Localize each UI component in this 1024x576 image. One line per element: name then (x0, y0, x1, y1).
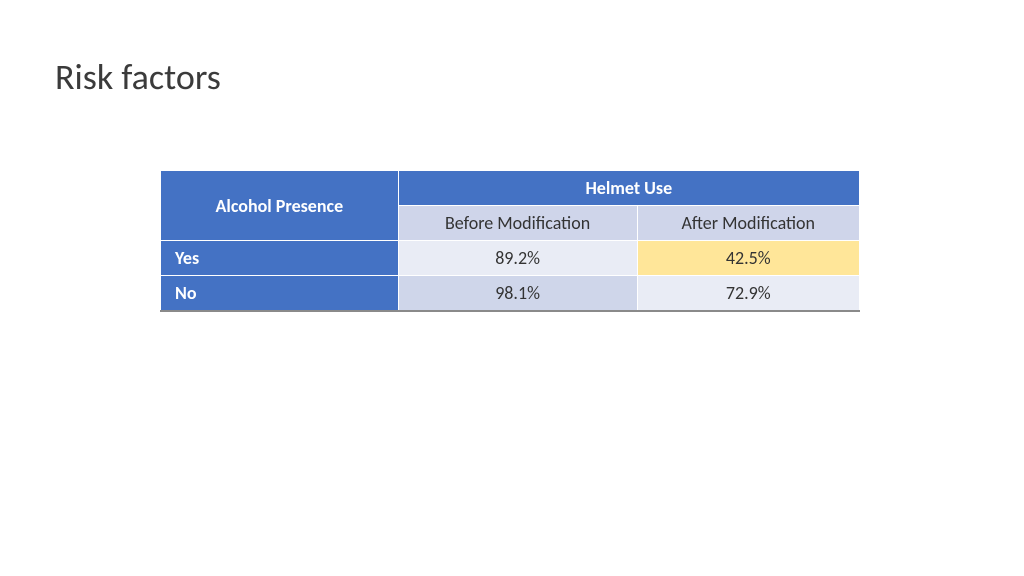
row-label-yes: Yes (161, 241, 399, 276)
cell-no-after: 72.9% (637, 276, 860, 312)
risk-table: Alcohol Presence Helmet Use Before Modif… (160, 170, 860, 312)
col-header-after: After Modification (637, 206, 860, 241)
corner-header: Alcohol Presence (161, 171, 399, 241)
row-label-no: No (161, 276, 399, 312)
risk-table-container: Alcohol Presence Helmet Use Before Modif… (160, 170, 860, 312)
col-header-before: Before Modification (398, 206, 637, 241)
cell-yes-before: 89.2% (398, 241, 637, 276)
table-row: Yes 89.2% 42.5% (161, 241, 860, 276)
cell-no-before: 98.1% (398, 276, 637, 312)
cell-yes-after: 42.5% (637, 241, 860, 276)
page-title: Risk factors (55, 55, 221, 99)
table-header-row-1: Alcohol Presence Helmet Use (161, 171, 860, 206)
span-header: Helmet Use (398, 171, 859, 206)
table-row: No 98.1% 72.9% (161, 276, 860, 312)
